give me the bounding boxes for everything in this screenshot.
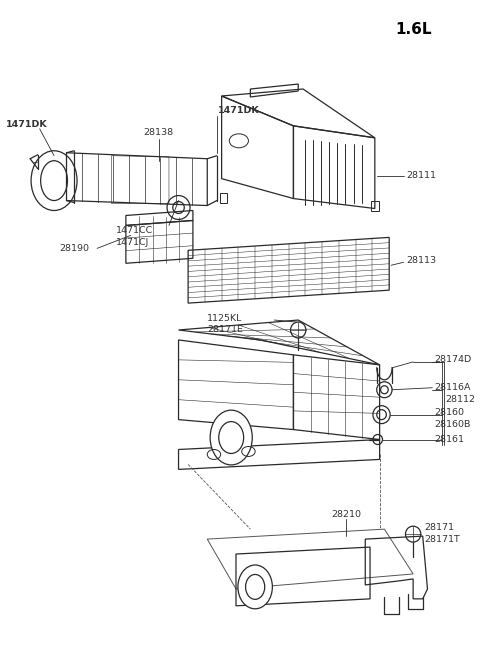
Text: 28171E: 28171E <box>207 325 243 334</box>
Ellipse shape <box>210 410 252 465</box>
Bar <box>220 193 228 202</box>
Text: 28160B: 28160B <box>434 420 470 429</box>
Text: 28171: 28171 <box>425 523 455 532</box>
Text: 28210: 28210 <box>332 510 362 519</box>
Text: 28174D: 28174D <box>434 355 471 365</box>
Text: 28161: 28161 <box>434 435 464 444</box>
Text: 1471DK: 1471DK <box>218 106 259 116</box>
Text: 1471CC: 1471CC <box>116 226 154 235</box>
Text: 28113: 28113 <box>407 256 436 265</box>
Ellipse shape <box>238 565 272 609</box>
Text: 28112: 28112 <box>446 396 476 404</box>
Text: 28116A: 28116A <box>434 383 471 392</box>
Text: 1471CJ: 1471CJ <box>116 238 150 247</box>
Text: 28111: 28111 <box>407 171 436 180</box>
Text: 28138: 28138 <box>143 128 173 137</box>
Text: 1.6L: 1.6L <box>395 22 432 37</box>
Text: 28190: 28190 <box>59 244 89 253</box>
Text: 1125KL: 1125KL <box>207 313 242 323</box>
Bar <box>371 200 379 210</box>
Text: 28171T: 28171T <box>425 535 460 543</box>
Text: 28160: 28160 <box>434 408 464 417</box>
Text: 1471DK: 1471DK <box>6 120 48 129</box>
